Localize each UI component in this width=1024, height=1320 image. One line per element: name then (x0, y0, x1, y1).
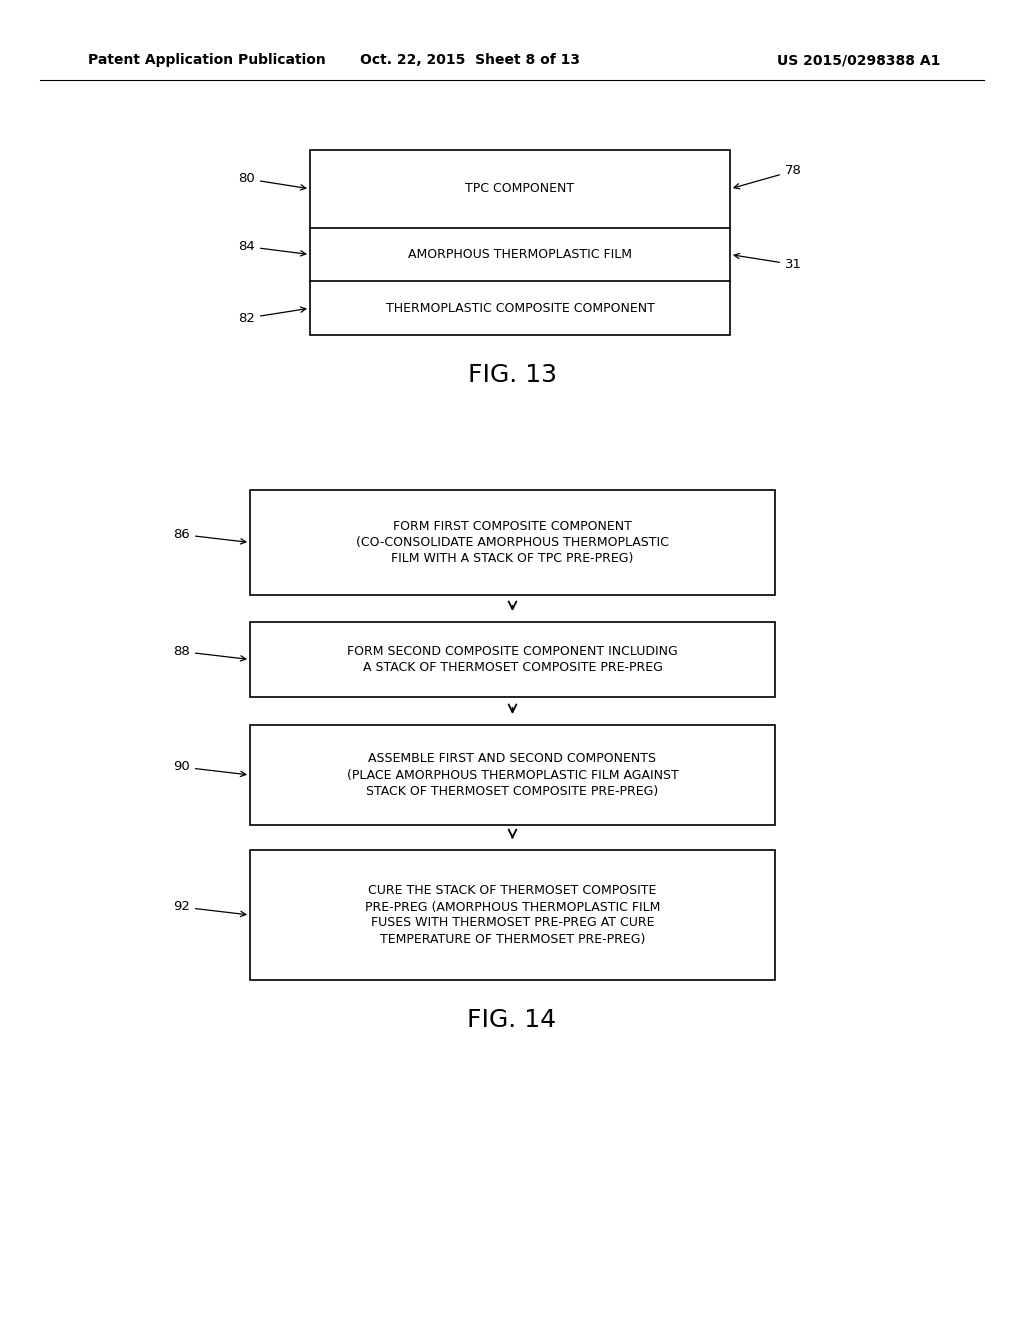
Text: FUSES WITH THERMOSET PRE-PREG AT CURE: FUSES WITH THERMOSET PRE-PREG AT CURE (371, 916, 654, 929)
Text: US 2015/0298388 A1: US 2015/0298388 A1 (776, 53, 940, 67)
Text: A STACK OF THERMOSET COMPOSITE PRE-PREG: A STACK OF THERMOSET COMPOSITE PRE-PREG (362, 661, 663, 675)
Bar (250, 725, 775, 825)
Bar (250, 850, 775, 979)
Text: 86: 86 (173, 528, 246, 544)
Text: 84: 84 (239, 240, 306, 256)
Text: (PLACE AMORPHOUS THERMOPLASTIC FILM AGAINST: (PLACE AMORPHOUS THERMOPLASTIC FILM AGAI… (347, 768, 678, 781)
Text: 88: 88 (173, 645, 246, 661)
Text: Patent Application Publication: Patent Application Publication (88, 53, 326, 67)
Text: FILM WITH A STACK OF TPC PRE-PREG): FILM WITH A STACK OF TPC PRE-PREG) (391, 552, 634, 565)
Bar (250, 490, 775, 595)
Text: FORM SECOND COMPOSITE COMPONENT INCLUDING: FORM SECOND COMPOSITE COMPONENT INCLUDIN… (347, 645, 678, 657)
Text: FORM FIRST COMPOSITE COMPONENT: FORM FIRST COMPOSITE COMPONENT (393, 520, 632, 533)
Text: FIG. 13: FIG. 13 (468, 363, 556, 387)
Text: CURE THE STACK OF THERMOSET COMPOSITE: CURE THE STACK OF THERMOSET COMPOSITE (369, 884, 656, 898)
Text: (CO-CONSOLIDATE AMORPHOUS THERMOPLASTIC: (CO-CONSOLIDATE AMORPHOUS THERMOPLASTIC (356, 536, 669, 549)
Text: TPC COMPONENT: TPC COMPONENT (466, 182, 574, 195)
Text: Oct. 22, 2015  Sheet 8 of 13: Oct. 22, 2015 Sheet 8 of 13 (360, 53, 580, 67)
Text: 78: 78 (734, 165, 802, 189)
Text: 92: 92 (173, 900, 246, 916)
Text: 82: 82 (239, 308, 306, 325)
Text: TEMPERATURE OF THERMOSET PRE-PREG): TEMPERATURE OF THERMOSET PRE-PREG) (380, 932, 645, 945)
Text: THERMOPLASTIC COMPOSITE COMPONENT: THERMOPLASTIC COMPOSITE COMPONENT (386, 302, 654, 314)
Text: 80: 80 (239, 173, 306, 190)
Text: STACK OF THERMOSET COMPOSITE PRE-PREG): STACK OF THERMOSET COMPOSITE PRE-PREG) (367, 784, 658, 797)
Text: ASSEMBLE FIRST AND SECOND COMPONENTS: ASSEMBLE FIRST AND SECOND COMPONENTS (369, 752, 656, 766)
Text: 31: 31 (734, 253, 802, 271)
Bar (250, 622, 775, 697)
Text: AMORPHOUS THERMOPLASTIC FILM: AMORPHOUS THERMOPLASTIC FILM (408, 248, 632, 261)
Bar (310, 150, 730, 335)
Text: 90: 90 (173, 760, 246, 776)
Text: PRE-PREG (AMORPHOUS THERMOPLASTIC FILM: PRE-PREG (AMORPHOUS THERMOPLASTIC FILM (365, 900, 660, 913)
Text: FIG. 14: FIG. 14 (467, 1008, 557, 1032)
